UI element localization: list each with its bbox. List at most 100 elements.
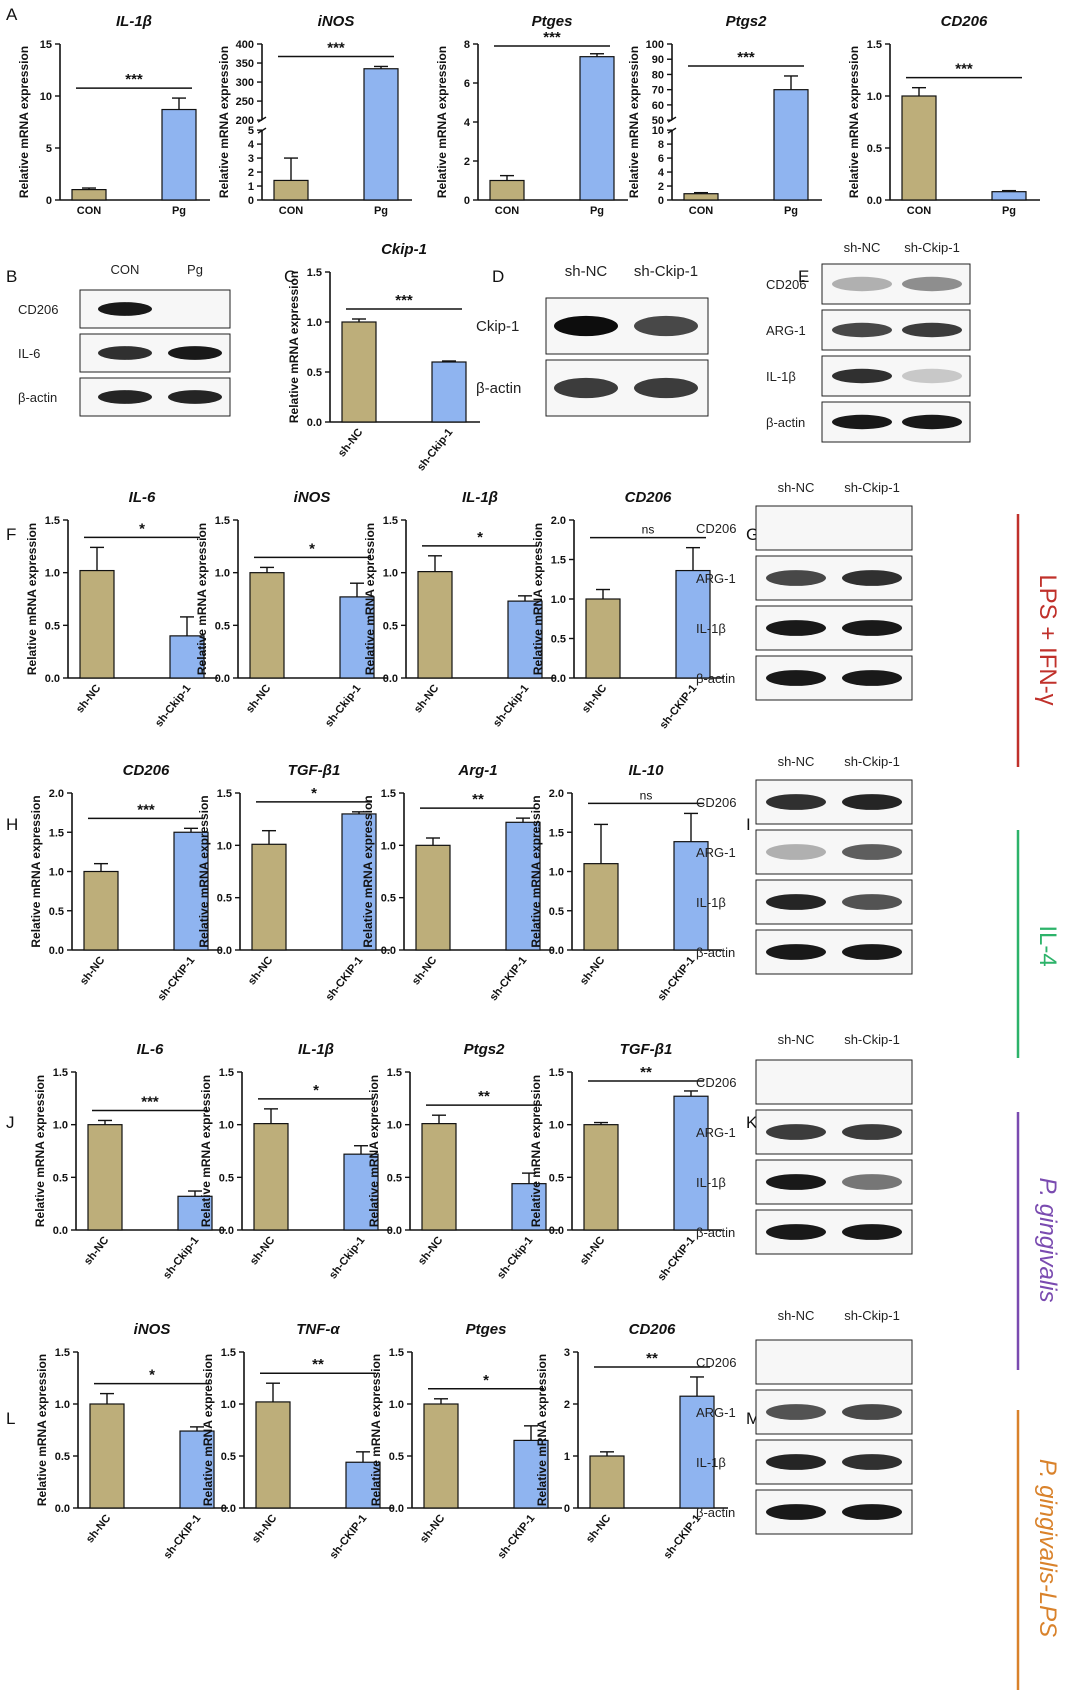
bar-con xyxy=(901,95,937,201)
blot-band xyxy=(842,944,902,960)
significance-marker: *** xyxy=(543,29,561,46)
bar-sh-nc xyxy=(251,843,287,951)
bar-chart-l-19: 0.0 0.5 1.0 1.5 Relative mRNA expression TNF-… xyxy=(201,1321,394,1561)
blot-band xyxy=(554,315,618,337)
western-blot-b: CON Pg CD206 IL-6 β-actin xyxy=(18,262,231,417)
y-tick-label: 1 xyxy=(248,181,254,193)
y-tick-label: 0.5 xyxy=(49,906,64,918)
y-tick-label: 1.5 xyxy=(221,1347,236,1359)
y-tick-label: 1 xyxy=(564,1451,570,1463)
x-category-label: sh-NC xyxy=(82,1234,111,1267)
y-tick-label: 0.0 xyxy=(387,1225,402,1237)
blot-band xyxy=(168,390,222,404)
blot-band xyxy=(842,1504,902,1520)
y-axis-title: Relative mRNA expression xyxy=(197,795,211,947)
x-category-label: sh-Ckip-1 xyxy=(491,682,531,729)
y-tick-label: 5 xyxy=(46,143,52,155)
y-tick-label: 0.5 xyxy=(219,1172,234,1184)
condition-label-pg-lps: P. gingivalis-LPS xyxy=(1034,1459,1061,1637)
y-tick-label: 0.5 xyxy=(45,620,60,632)
y-tick-label: 2.0 xyxy=(549,788,564,800)
x-category-label: sh-NC xyxy=(78,954,107,987)
bar-pg xyxy=(991,191,1027,201)
x-category-label: sh-NC xyxy=(244,682,273,715)
y-axis-title: Relative mRNA expression xyxy=(529,795,543,947)
y-axis-title: Relative mRNA expression xyxy=(17,46,31,198)
blot-row-label: CD206 xyxy=(696,1075,736,1090)
y-tick-label: 0.5 xyxy=(387,1172,402,1184)
y-axis-title: Relative mRNA expression xyxy=(367,1075,381,1227)
y-tick-label: 60 xyxy=(652,100,664,112)
y-axis-title: Relative mRNA expression xyxy=(435,46,449,198)
y-axis-title: Relative mRNA expression xyxy=(195,523,209,675)
x-category-label: Pg xyxy=(172,205,186,217)
y-tick-label: 0.0 xyxy=(551,673,566,685)
bar-chart-f-6: 0.0 0.5 1.0 1.5 Relative mRNA expression IL-6… xyxy=(25,489,218,729)
y-tick-label: 0.5 xyxy=(867,143,882,155)
western-blot-d: sh-NC sh-Ckip-1 Ckip-1 β-actin xyxy=(476,263,709,417)
significance-marker: * xyxy=(309,540,315,557)
blot-band xyxy=(766,1224,826,1240)
y-tick-label: 1.0 xyxy=(307,317,322,329)
y-axis-title: Relative mRNA expression xyxy=(25,523,39,675)
bar-sh-nc xyxy=(415,844,451,951)
blot-column-label: Pg xyxy=(187,262,203,277)
x-category-label: CON xyxy=(907,205,932,217)
bar-sh-nc xyxy=(583,863,619,951)
x-category-label: sh-NC xyxy=(418,1512,447,1545)
y-tick-label: 1.5 xyxy=(45,515,60,527)
bar-sh-nc xyxy=(589,1455,625,1509)
blot-column-label: sh-NC xyxy=(778,480,815,495)
x-category-label: Pg xyxy=(1002,205,1016,217)
significance-marker: *** xyxy=(395,292,413,309)
bar-chart-l-18: 0.0 0.5 1.0 1.5 Relative mRNA expression iNOS… xyxy=(35,1321,228,1561)
y-tick-label: 1.0 xyxy=(867,91,882,103)
blot-row-label: CD206 xyxy=(696,1355,736,1370)
bar-chart-j-17: 0.0 0.5 1.0 1.5 Relative mRNA expression TGF-… xyxy=(529,1041,722,1283)
y-tick-label: 0.5 xyxy=(221,1451,236,1463)
chart-title: Ptges xyxy=(466,1321,507,1338)
blot-row-label: β-actin xyxy=(766,415,805,430)
y-tick-label: 100 xyxy=(646,39,664,51)
blot-strip-cd206 xyxy=(821,263,971,305)
x-category-label: sh-NC xyxy=(416,1234,445,1267)
chart-title: IL-6 xyxy=(129,489,156,506)
blot-column-label: sh-Ckip-1 xyxy=(844,754,900,769)
y-tick-label: 0.0 xyxy=(215,673,230,685)
bar-chart-f-8: 0.0 0.5 1.0 1.5 Relative mRNA expression IL-1… xyxy=(363,489,556,729)
chart-title: CD206 xyxy=(123,762,170,779)
y-tick-label: 1.0 xyxy=(215,568,230,580)
x-category-label: sh-NC xyxy=(246,954,275,987)
bar-con xyxy=(489,179,525,201)
x-category-label: sh-NC xyxy=(580,682,609,715)
y-tick-label: 2 xyxy=(658,181,664,193)
y-tick-label: 1.5 xyxy=(217,788,232,800)
blot-column-label: sh-Ckip-1 xyxy=(634,263,698,280)
y-axis-title: Relative mRNA expression xyxy=(531,523,545,675)
y-axis-title: Relative mRNA expression xyxy=(847,46,861,198)
blot-row-label: IL-6 xyxy=(18,346,40,361)
y-tick-label: 3 xyxy=(564,1347,570,1359)
blot-column-label: sh-NC xyxy=(778,754,815,769)
panel-label-k: K xyxy=(746,1113,758,1132)
blot-column-label: sh-NC xyxy=(565,263,608,280)
blot-band xyxy=(98,390,152,404)
y-tick-label: 4 xyxy=(464,117,471,129)
y-tick-label: 0 xyxy=(564,1503,570,1515)
chart-title: Ptgs2 xyxy=(464,1041,506,1058)
y-tick-label: 1.5 xyxy=(307,267,322,279)
chart-title: TGF-β1 xyxy=(620,1041,673,1058)
x-category-label: sh-CKIP-1 xyxy=(488,954,530,1003)
y-tick-label: 0.5 xyxy=(383,620,398,632)
significance-marker: *** xyxy=(955,61,973,78)
bar-chart-a-0: 0 5 10 15 Relative mRNA expression IL-1β CON Pg… xyxy=(17,13,210,217)
significance-marker: ** xyxy=(478,1088,490,1105)
panel-label-c: C xyxy=(284,267,296,286)
chart-title: CD206 xyxy=(629,1321,676,1338)
y-tick-label: 0.5 xyxy=(215,620,230,632)
blot-band xyxy=(766,670,826,686)
chart-title: CD206 xyxy=(941,13,988,30)
y-tick-label: 250 xyxy=(236,96,254,108)
y-axis-title: Relative mRNA expression xyxy=(369,1354,383,1506)
